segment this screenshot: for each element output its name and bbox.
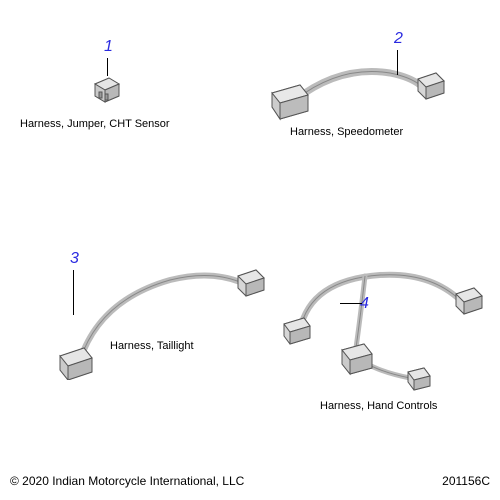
callout-2: 2 xyxy=(394,30,403,48)
leader-1 xyxy=(107,58,108,76)
part-speedometer-harness xyxy=(260,55,460,125)
label-speedometer: Harness, Speedometer xyxy=(290,126,403,138)
label-hand-controls: Harness, Hand Controls xyxy=(320,400,437,412)
part-taillight-harness xyxy=(40,260,270,380)
leader-2 xyxy=(397,50,398,75)
part-hand-controls-harness xyxy=(270,260,490,400)
reference-number: 201156C xyxy=(442,474,490,488)
part-cht-sensor xyxy=(85,70,131,110)
copyright-text: © 2020 Indian Motorcycle International, … xyxy=(10,474,244,488)
label-cht-sensor: Harness, Jumper, CHT Sensor xyxy=(20,118,170,130)
leader-4 xyxy=(340,303,362,304)
leader-3 xyxy=(73,270,74,315)
callout-1: 1 xyxy=(104,38,113,56)
callout-3: 3 xyxy=(70,250,79,268)
label-taillight: Harness, Taillight xyxy=(110,340,194,352)
callout-4: 4 xyxy=(360,295,369,313)
